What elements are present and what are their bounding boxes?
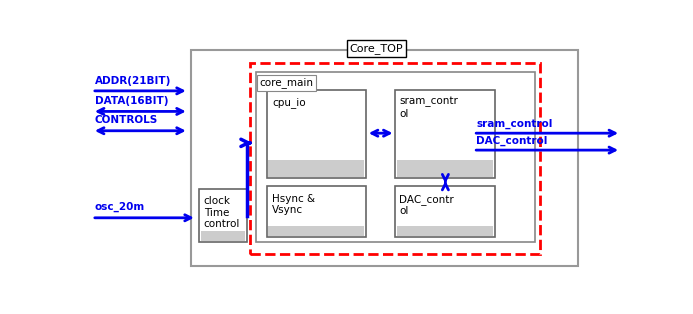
Bar bbox=[267, 90, 366, 178]
Text: Core_TOP: Core_TOP bbox=[350, 43, 403, 54]
Text: sram_contr
ol: sram_contr ol bbox=[399, 97, 458, 119]
Bar bbox=[191, 50, 578, 266]
Text: DAC_control: DAC_control bbox=[476, 135, 547, 146]
Text: DATA(16BIT): DATA(16BIT) bbox=[95, 96, 168, 106]
Bar bbox=[267, 187, 366, 237]
Text: clock
Time
control: clock Time control bbox=[204, 196, 240, 229]
Text: DAC_contr
ol: DAC_contr ol bbox=[399, 194, 454, 216]
Bar bbox=[268, 226, 365, 236]
Bar bbox=[396, 187, 495, 237]
Text: sram_control: sram_control bbox=[476, 119, 552, 129]
Text: osc_20m: osc_20m bbox=[95, 202, 145, 213]
Text: CONTROLS: CONTROLS bbox=[95, 116, 158, 126]
Bar bbox=[396, 90, 495, 178]
Bar bbox=[397, 226, 493, 236]
Text: Hsync &
Vsync: Hsync & Vsync bbox=[272, 194, 315, 215]
Bar bbox=[397, 160, 493, 177]
Bar bbox=[201, 230, 245, 241]
Bar bbox=[268, 160, 365, 177]
Bar bbox=[250, 63, 541, 254]
Bar bbox=[256, 72, 535, 242]
Bar bbox=[200, 189, 247, 242]
Text: ADDR(21BIT): ADDR(21BIT) bbox=[95, 76, 171, 85]
Text: cpu_io: cpu_io bbox=[272, 97, 306, 108]
Text: core_main: core_main bbox=[260, 78, 313, 89]
